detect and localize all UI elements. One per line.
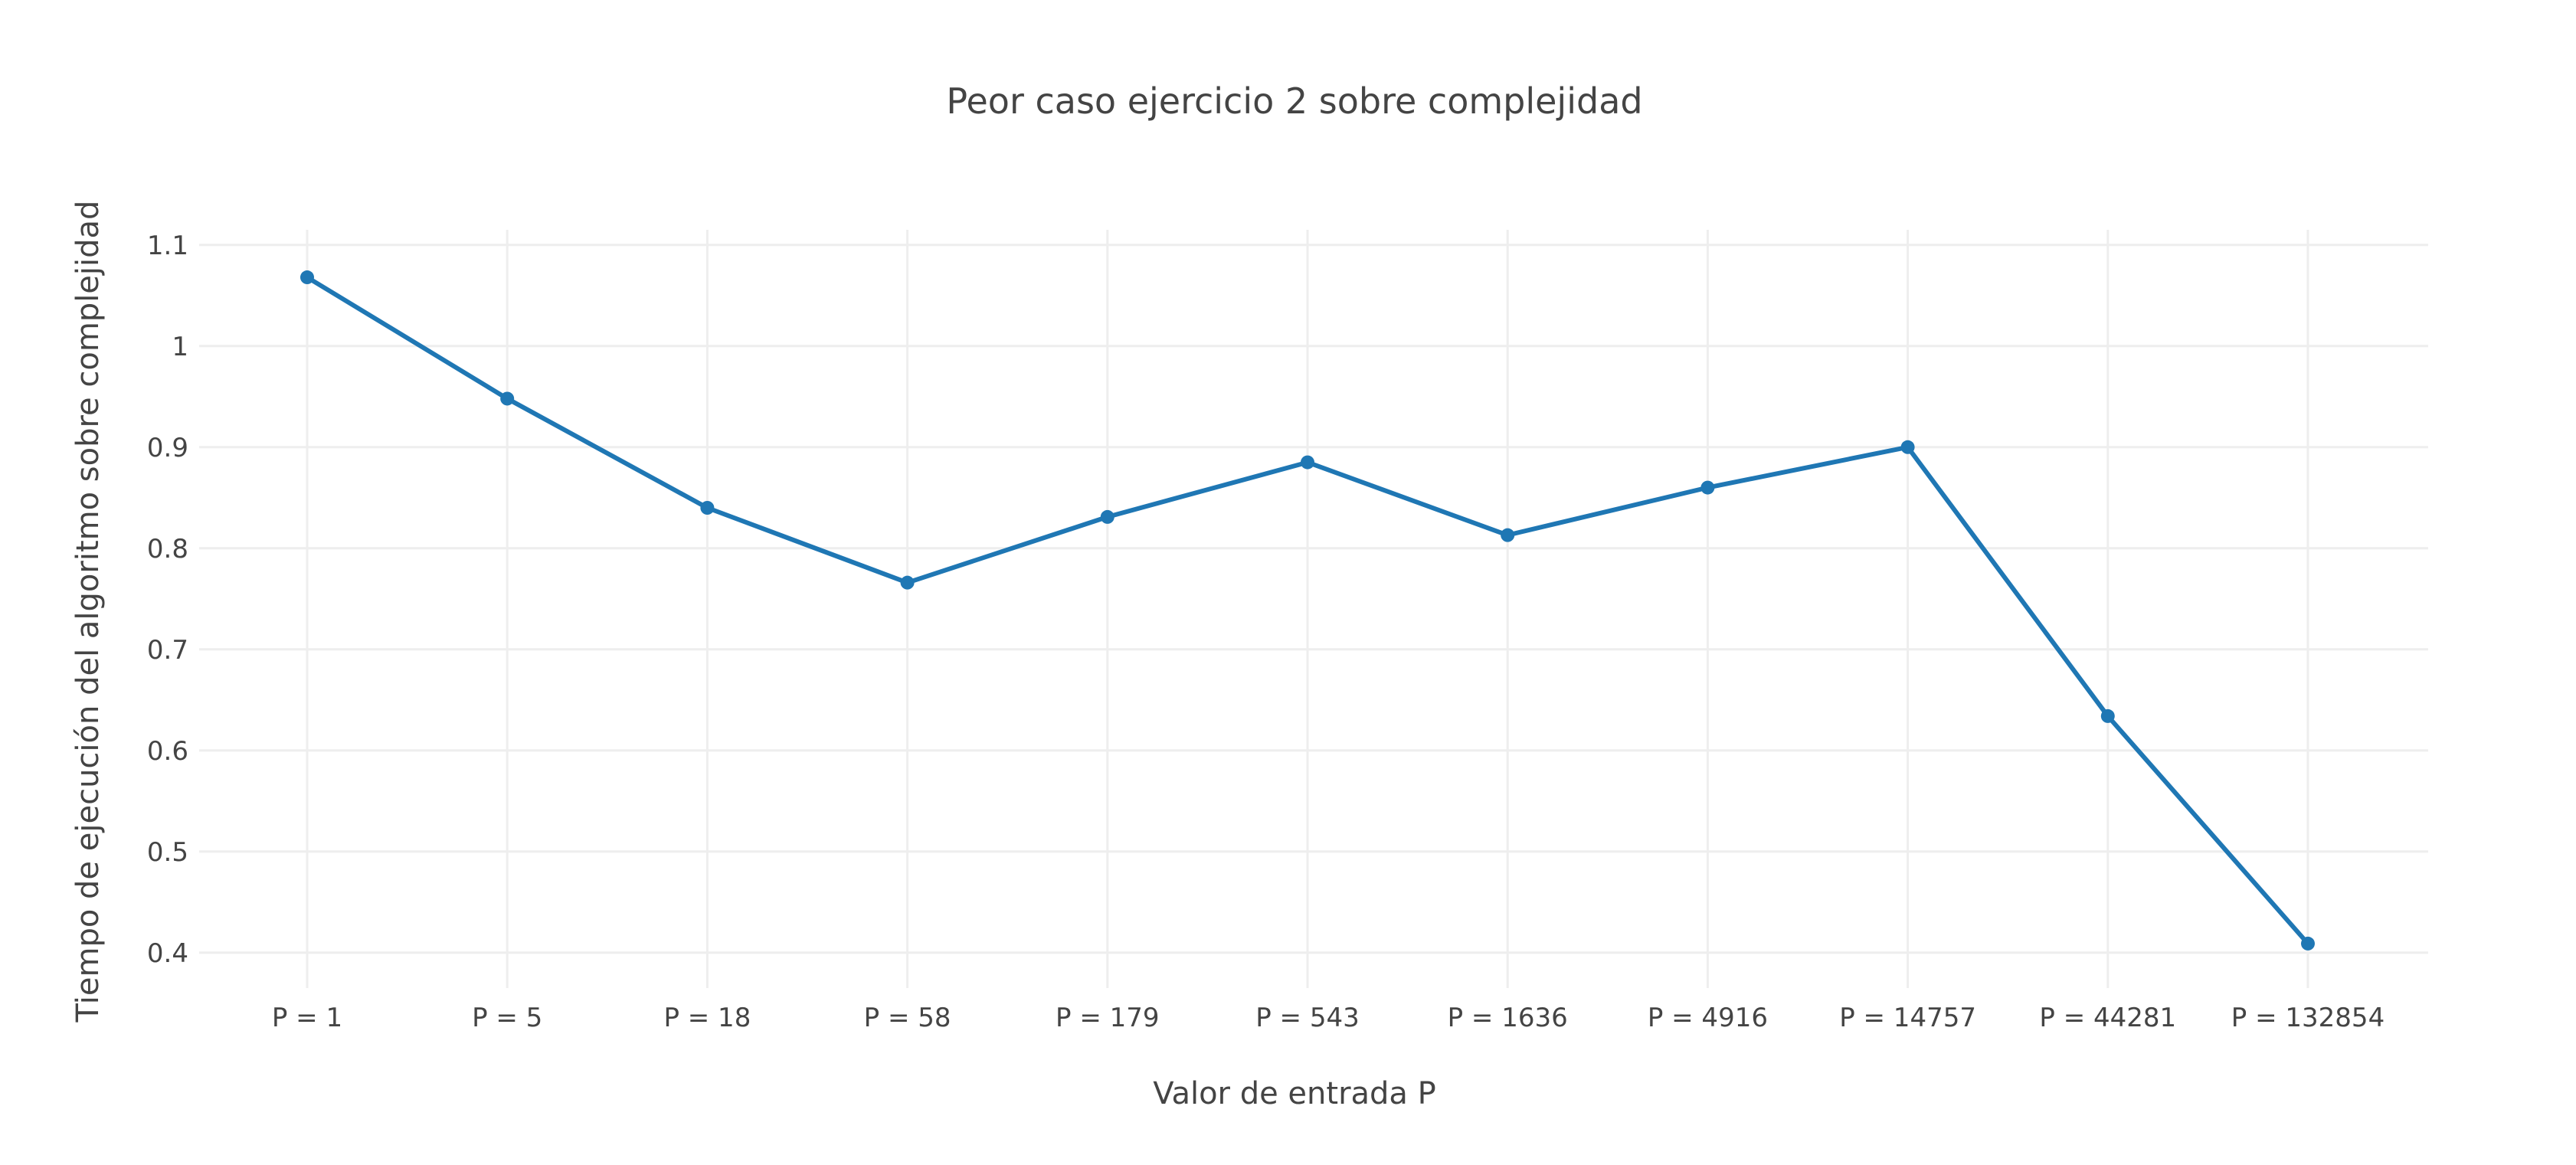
data-point[interactable] [1301,455,1314,470]
chart-title: Peor caso ejercicio 2 sobre complejidad [946,80,1642,122]
data-point[interactable] [500,391,515,406]
x-tick-label: P = 132854 [2231,1003,2385,1033]
data-point[interactable] [1501,528,1515,542]
data-point[interactable] [1100,509,1115,524]
y-gridlines [199,244,2428,954]
x-tick-label: P = 18 [663,1003,751,1033]
data-point[interactable] [700,501,715,515]
y-tick-label: 1 [172,332,188,362]
y-tick-label: 1.1 [147,231,188,261]
x-tick-label: P = 1636 [1448,1003,1568,1033]
y-axis-ticks: 0.4 0.5 0.6 0.7 0.8 0.9 1 1.1 [147,231,188,969]
x-tick-label: P = 44281 [2039,1003,2176,1033]
data-point[interactable] [300,270,314,285]
series-layer [300,270,2315,951]
y-tick-label: 0.9 [147,433,188,463]
x-tick-label: P = 1 [272,1003,342,1033]
y-tick-label: 0.6 [147,736,188,767]
x-tick-label: P = 14757 [1839,1003,1976,1033]
x-gridlines [306,230,2309,988]
data-point[interactable] [2100,708,2115,723]
data-point[interactable] [900,575,915,590]
x-axis-ticks: P = 1 P = 5 P = 18 P = 58 P = 179 P = 543 P = … [272,1003,2385,1033]
x-tick-label: P = 4916 [1648,1003,1768,1033]
x-tick-label: P = 179 [1056,1003,1160,1033]
y-tick-label: 0.8 [147,534,188,565]
y-tick-label: 0.5 [147,837,188,868]
y-tick-label: 0.7 [147,635,188,666]
y-axis-title: Tiempo de ejecución del algoritmo sobre … [70,201,106,1023]
x-tick-label: P = 543 [1255,1003,1360,1033]
data-point[interactable] [2301,936,2315,951]
data-point[interactable] [1700,480,1715,495]
x-axis-title: Valor de entrada P [1153,1076,1436,1111]
data-point[interactable] [1900,440,1915,454]
x-tick-label: P = 5 [472,1003,542,1033]
y-tick-label: 0.4 [147,938,188,969]
x-tick-label: P = 58 [864,1003,951,1033]
